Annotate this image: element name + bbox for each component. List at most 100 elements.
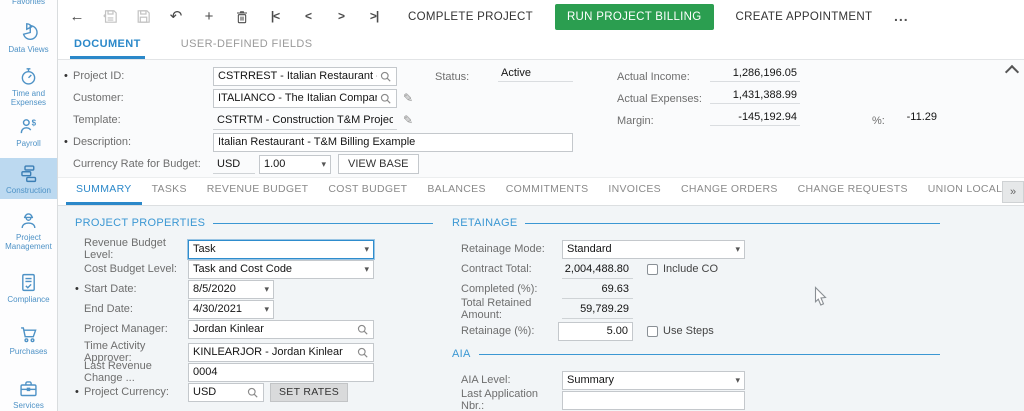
sidebar-item-compliance[interactable]: Compliance xyxy=(0,272,57,304)
aia-level-select[interactable]: Summary ▾ xyxy=(562,370,745,390)
sidebar-item-construction[interactable]: Construction xyxy=(0,158,57,199)
add-icon[interactable]: + xyxy=(204,8,214,25)
tab-union-locals[interactable]: UNION LOCALS xyxy=(927,183,1010,195)
end-date-field[interactable]: 4/30/2021 ▾ xyxy=(188,299,274,319)
retainage-title: RETAINAGE xyxy=(452,216,940,230)
save-close-icon[interactable] xyxy=(99,0,121,33)
create-appointment-button[interactable]: CREATE APPOINTMENT xyxy=(724,4,885,30)
sidebar-item-services[interactable]: Services xyxy=(0,378,57,410)
customer-field[interactable]: ITALIANCO - The Italian Company xyxy=(213,88,397,108)
sidebar-item-label: Favorites xyxy=(12,0,45,6)
tab-overflow-icon[interactable]: » xyxy=(1002,181,1024,203)
currency-rate-label: Currency Rate for Budget: xyxy=(73,158,201,170)
project-currency-field[interactable]: USD xyxy=(188,382,264,402)
total-retained-row: Total Retained Amount: 59,789.29 xyxy=(452,297,940,321)
chevron-down-icon[interactable]: ▾ xyxy=(364,243,369,254)
sidebar-item-project-management[interactable]: Project Management xyxy=(0,210,57,251)
complete-project-button[interactable]: COMPLETE PROJECT xyxy=(396,4,545,30)
more-actions-icon[interactable]: ... xyxy=(894,8,909,24)
svg-text:$: $ xyxy=(32,119,37,128)
margin-label: Margin: xyxy=(617,115,654,127)
save-icon[interactable] xyxy=(132,0,154,33)
margin-value: -145,192.94 xyxy=(710,109,800,126)
search-icon[interactable] xyxy=(379,92,392,105)
tab-document[interactable]: DOCUMENT xyxy=(70,38,145,59)
undo-icon[interactable]: ↶ xyxy=(169,8,183,25)
tab-commitments[interactable]: COMMITMENTS xyxy=(505,183,589,195)
search-icon[interactable] xyxy=(246,386,259,399)
sidebar-item-data-views[interactable]: Data Views xyxy=(0,22,57,54)
run-project-billing-button[interactable]: RUN PROJECT BILLING xyxy=(554,3,714,30)
project-manager-row: Project Manager: Jordan Kinlear xyxy=(75,319,433,339)
chevron-down-icon[interactable]: ▾ xyxy=(364,263,369,274)
sidebar-item-payroll[interactable]: $ Payroll xyxy=(0,116,57,148)
revenue-budget-level-select[interactable]: Task ▾ xyxy=(188,239,374,259)
aia-title: AIA xyxy=(452,347,940,361)
use-steps-checkbox[interactable] xyxy=(647,325,658,337)
currency-rate-row: Currency Rate for Budget: USD 1.00 ▾ VIE… xyxy=(64,154,1024,174)
sidebar-item-favorites[interactable]: Favorites xyxy=(0,0,57,6)
retainage-pct-row: Retainage (%): 5.00 Use Steps xyxy=(452,321,940,341)
set-rates-button[interactable]: SET RATES xyxy=(270,382,349,402)
contract-total-value: 2,004,488.80 xyxy=(562,260,633,279)
cost-budget-level-row: Cost Budget Level: Task and Cost Code ▾ xyxy=(75,259,433,279)
prev-record-icon[interactable]: < xyxy=(304,9,312,23)
use-steps-label: Use Steps xyxy=(663,325,714,337)
tab-tasks[interactable]: TASKS xyxy=(151,183,187,195)
chevron-down-icon[interactable]: ▾ xyxy=(735,243,740,254)
tab-invoices[interactable]: INVOICES xyxy=(608,183,661,195)
budget-rate-field[interactable]: 1.00 ▾ xyxy=(259,154,331,174)
tab-summary[interactable]: SUMMARY xyxy=(66,183,142,205)
view-base-button[interactable]: VIEW BASE xyxy=(338,154,419,174)
time-activity-approver-field[interactable]: KINLEARJOR - Jordan Kinlear xyxy=(188,342,374,362)
search-icon[interactable] xyxy=(379,70,392,83)
chevron-down-icon[interactable]: ▾ xyxy=(735,374,740,385)
margin-pct-value: -11.29 xyxy=(906,111,937,123)
retainage-pct-field[interactable]: 5.00 xyxy=(558,321,633,341)
tab-revenue-budget[interactable]: REVENUE BUDGET xyxy=(206,183,309,195)
tab-user-defined-fields[interactable]: USER-DEFINED FIELDS xyxy=(180,38,313,50)
budget-currency-field[interactable]: USD xyxy=(213,155,255,174)
worker-icon xyxy=(18,210,39,231)
project-currency-row: Project Currency: USD SET RATES xyxy=(75,382,433,402)
back-icon[interactable]: ← xyxy=(69,8,85,25)
start-date-field[interactable]: 8/5/2020 ▾ xyxy=(188,279,274,299)
edit-customer-icon[interactable]: ✎ xyxy=(403,91,414,105)
last-application-nbr-field[interactable] xyxy=(562,390,745,410)
project-properties-section: PROJECT PROPERTIES Revenue Budget Level:… xyxy=(75,216,433,402)
chevron-down-icon[interactable]: ▾ xyxy=(264,303,269,314)
chevron-down-icon[interactable]: ▾ xyxy=(321,158,326,169)
sidebar-item-time-and-expenses[interactable]: Time and Expenses xyxy=(0,66,57,107)
sidebar-item-purchases[interactable]: Purchases xyxy=(0,324,57,356)
sidebar: Favorites Data Views Time and Expenses xyxy=(0,0,58,411)
template-field[interactable]: CSTRTM - Construction T&M Project xyxy=(213,111,397,130)
tab-balances[interactable]: BALANCES xyxy=(427,183,486,195)
include-co-checkbox[interactable] xyxy=(647,263,658,275)
aia-level-row: AIA Level: Summary ▾ xyxy=(452,370,940,390)
tab-cost-budget[interactable]: COST BUDGET xyxy=(328,183,408,195)
edit-template-icon[interactable]: ✎ xyxy=(403,113,414,127)
project-id-field[interactable]: CSTRREST - Italian Restaurant - T&M xyxy=(213,66,397,86)
search-icon[interactable] xyxy=(356,323,369,336)
time-activity-approver-row: Time Activity Approver: KINLEARJOR - Jor… xyxy=(75,340,433,364)
chevron-down-icon[interactable]: ▾ xyxy=(264,283,269,294)
last-record-icon[interactable]: >| xyxy=(369,9,379,23)
last-revenue-change-field[interactable]: 0004 xyxy=(188,362,374,382)
sidebar-item-label: Time and Expenses xyxy=(10,89,47,107)
next-record-icon[interactable]: > xyxy=(337,9,345,23)
delete-icon[interactable] xyxy=(231,0,253,33)
project-manager-field[interactable]: Jordan Kinlear xyxy=(188,319,374,339)
collapse-header-icon[interactable] xyxy=(1006,64,1018,76)
pie-chart-icon xyxy=(18,22,39,43)
tab-change-orders[interactable]: CHANGE ORDERS xyxy=(680,183,778,195)
first-record-icon[interactable]: |< xyxy=(270,9,280,23)
tab-change-requests[interactable]: CHANGE REQUESTS xyxy=(797,183,908,195)
cost-budget-level-select[interactable]: Task and Cost Code ▾ xyxy=(188,259,374,279)
customer-label: Customer: xyxy=(73,92,124,104)
retainage-mode-select[interactable]: Standard ▾ xyxy=(562,239,745,259)
actual-expenses-label: Actual Expenses: xyxy=(617,93,702,105)
description-field[interactable]: Italian Restaurant - T&M Billing Example xyxy=(213,132,573,152)
search-icon[interactable] xyxy=(356,346,369,359)
status-label: Status: xyxy=(435,71,470,83)
